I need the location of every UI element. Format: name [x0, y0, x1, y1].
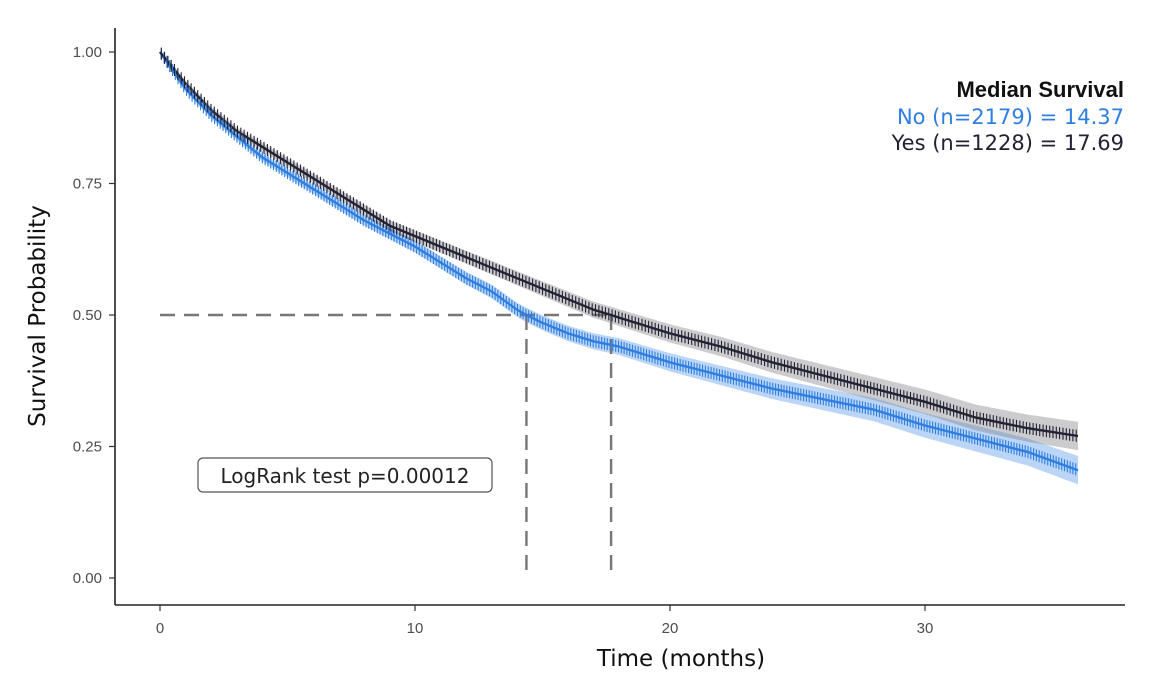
- x-tick-label: 10: [407, 620, 424, 637]
- legend-entry-no: No (n=2179) = 14.37: [897, 105, 1124, 129]
- censor-marks: [160, 47, 1077, 476]
- legend-entry-yes: Yes (n=1228) = 17.69: [891, 131, 1124, 155]
- legend-title: Median Survival: [956, 77, 1124, 102]
- y-tick-label: 1.00: [73, 44, 102, 61]
- x-tick-label: 20: [662, 620, 679, 637]
- y-axis-title: Survival Probability: [25, 205, 51, 427]
- censor-marks-yes: [160, 47, 1077, 442]
- y-ticks: 0.00 0.25 0.50 0.75 1.00: [73, 44, 115, 587]
- median-guides: [160, 313, 613, 578]
- y-tick-label: 0.00: [73, 570, 102, 587]
- logrank-box: [197, 457, 493, 493]
- x-tick-label: 30: [917, 620, 934, 637]
- x-tick-label: 0: [156, 620, 164, 637]
- x-ticks: 0 10 20 30: [156, 605, 934, 637]
- y-tick-label: 0.50: [73, 307, 102, 324]
- y-tick-label: 0.75: [73, 176, 102, 193]
- logrank-annotation: LogRank test p=0.00012: [221, 464, 470, 488]
- x-axis-title: Time (months): [596, 646, 765, 672]
- y-tick-label: 0.25: [73, 439, 102, 456]
- band-yes: [160, 52, 1078, 451]
